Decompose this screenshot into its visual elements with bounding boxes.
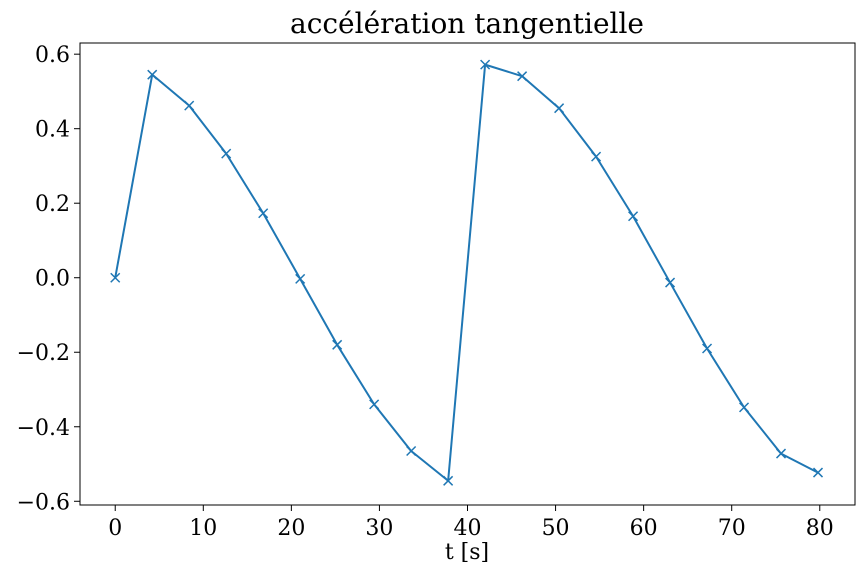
data-point-marker <box>258 208 269 219</box>
data-point-marker <box>628 211 639 222</box>
data-point-marker <box>591 151 602 162</box>
x-tick-label: 20 <box>277 516 305 541</box>
data-point-marker <box>332 339 343 350</box>
data-point-marker <box>812 467 824 478</box>
x-tick-label: 30 <box>365 516 393 541</box>
data-point-marker <box>554 103 565 114</box>
x-tick-label: 70 <box>718 516 746 541</box>
series-line <box>114 63 819 482</box>
data-point-marker <box>221 148 232 159</box>
data-point-marker <box>369 399 380 410</box>
x-axis-label: t [s] <box>445 540 489 565</box>
y-tick-label: 0.6 <box>35 43 70 68</box>
y-tick-label: −0.4 <box>17 416 70 441</box>
x-tick-label: 80 <box>806 516 834 541</box>
plot-area: 0 10 20 30 40 50 60 70 80 −0.6 −0.4 −0.2 0.0 0.2 0.4 0.… <box>17 42 856 541</box>
data-point-marker <box>775 448 787 459</box>
data-point-marker <box>147 69 158 80</box>
data-point-marker <box>665 277 676 288</box>
data-point-marker <box>110 272 121 283</box>
y-tick-label: 0.2 <box>35 192 70 217</box>
y-tick-label: −0.2 <box>17 341 70 366</box>
data-point-marker <box>184 100 195 111</box>
data-point-marker <box>295 273 306 284</box>
y-tick-label: −0.6 <box>17 490 70 515</box>
data-point-marker <box>480 59 491 70</box>
data-point-marker <box>406 445 417 457</box>
y-tick-label: 0.4 <box>35 118 70 143</box>
x-tick-label: 50 <box>542 516 570 541</box>
x-tick-label: 10 <box>189 516 217 541</box>
x-tick-label: 0 <box>108 516 122 541</box>
chart-title: accélération tangentielle <box>290 7 644 40</box>
data-point-marker <box>443 475 454 486</box>
data-point-marker <box>702 343 713 354</box>
data-point-marker <box>517 71 528 82</box>
x-tick-label: 60 <box>630 516 658 541</box>
y-tick-label: 0.0 <box>35 267 70 292</box>
x-tick-label: 40 <box>454 516 482 541</box>
data-point-marker <box>739 402 750 413</box>
